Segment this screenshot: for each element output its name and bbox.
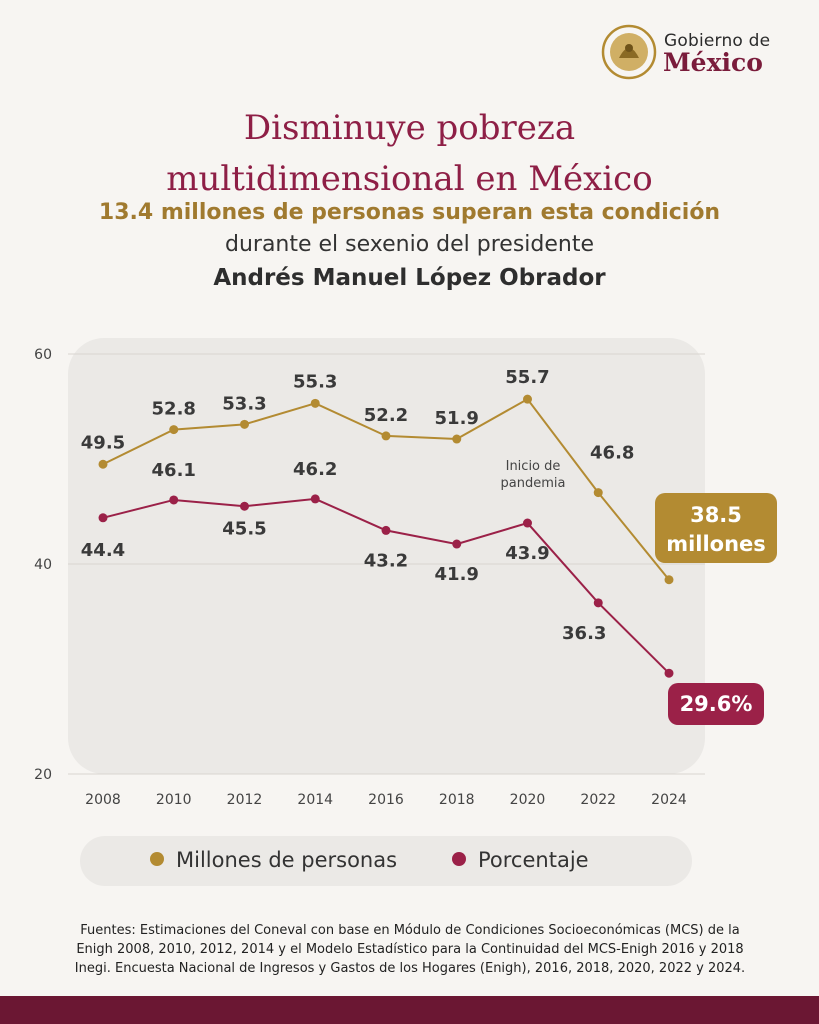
subtitle-line3: Andrés Manuel López Obrador <box>213 265 606 291</box>
x-tick-label: 2008 <box>85 792 121 808</box>
x-tick-label: 2022 <box>580 792 616 808</box>
data-point <box>240 501 249 511</box>
subtitle: 13.4 millones de personas superan esta c… <box>98 200 721 225</box>
data-label: 46.1 <box>152 460 196 481</box>
chart-legend: Millones de personas Porcentaje <box>80 836 692 886</box>
data-point <box>310 398 320 408</box>
data-point <box>523 518 532 528</box>
pandemic-annotation-line1: Inicio de <box>506 459 561 474</box>
y-tick-label: 40 <box>34 557 52 573</box>
x-tick-label: 2014 <box>297 792 333 808</box>
legend-percent-dot <box>452 852 466 866</box>
data-point <box>98 513 108 523</box>
legend-millions-label: Millones de personas <box>176 848 398 872</box>
national-seal-icon <box>601 24 657 80</box>
data-label: 44.4 <box>81 540 125 561</box>
sources-line2: Enigh 2008, 2010, 2012, 2014 y el Modelo… <box>76 942 744 957</box>
data-label: 53.3 <box>222 393 266 414</box>
x-tick-label: 2010 <box>156 792 192 808</box>
legend-item-millions: Millones de personas <box>150 848 397 872</box>
data-point <box>310 494 320 504</box>
data-point <box>452 539 462 549</box>
plot-background <box>68 338 705 774</box>
legend-millions-dot <box>150 852 164 866</box>
data-point <box>664 668 674 678</box>
data-point <box>523 394 532 404</box>
data-label: 45.5 <box>222 518 266 539</box>
poverty-line-chart: 20 40 60 2008 2010 2012 2014 2016 2018 2020 2022 20… <box>34 338 777 808</box>
x-tick-label: 2012 <box>227 792 263 808</box>
data-label: 46.2 <box>293 459 337 480</box>
last-percent-value: 29.6% <box>680 692 753 716</box>
subtitle-line2: durante el sexenio del presidente <box>224 232 594 257</box>
gobierno-de-mexico-logo: Gobierno de México <box>601 22 791 84</box>
legend-item-percent: Porcentaje <box>452 848 589 872</box>
data-point <box>593 598 603 608</box>
data-label: 41.9 <box>435 564 479 585</box>
data-point <box>98 459 108 469</box>
y-tick-label: 20 <box>34 767 52 783</box>
data-point <box>381 431 391 441</box>
pandemic-annotation-line2: pandemia <box>501 476 566 491</box>
data-label: 52.2 <box>364 405 408 426</box>
data-label: 46.8 <box>590 443 634 464</box>
data-point <box>169 495 179 505</box>
last-millions-badge <box>655 493 777 563</box>
data-point <box>593 488 603 498</box>
footer-bar <box>0 996 819 1024</box>
sources-line1: Fuentes: Estimaciones del Coneval con ba… <box>80 923 740 938</box>
data-label: 55.7 <box>505 367 549 388</box>
data-point <box>169 425 179 435</box>
sources-note: Fuentes: Estimaciones del Coneval con ba… <box>40 921 780 978</box>
logo-line2: México <box>663 48 763 77</box>
data-label: 49.5 <box>81 432 125 453</box>
sources-line3: Inegi. Encuesta Nacional de Ingresos y G… <box>74 961 746 976</box>
x-tick-label: 2024 <box>651 792 687 808</box>
data-label: 43.2 <box>364 550 408 571</box>
data-label: 43.9 <box>505 543 549 564</box>
data-point <box>452 434 462 444</box>
data-label: 55.3 <box>293 371 337 392</box>
title-line2: multidimensional en México <box>166 159 653 199</box>
logo-line1: Gobierno de <box>664 31 771 51</box>
data-label: 36.3 <box>562 623 606 644</box>
data-label: 51.9 <box>435 408 479 429</box>
x-tick-label: 2020 <box>510 792 546 808</box>
last-millions-value: 38.5 <box>690 503 742 527</box>
x-tick-label: 2018 <box>439 792 475 808</box>
last-percent-badge <box>668 683 764 725</box>
data-label: 52.8 <box>152 399 196 420</box>
data-point <box>664 575 674 585</box>
title-line1: Disminuye pobreza <box>243 108 576 148</box>
legend-percent-label: Porcentaje <box>478 848 589 872</box>
x-tick-label: 2016 <box>368 792 404 808</box>
data-point <box>381 525 391 535</box>
last-millions-unit: millones <box>666 532 766 556</box>
y-tick-label: 60 <box>34 347 52 363</box>
data-point <box>240 419 249 429</box>
